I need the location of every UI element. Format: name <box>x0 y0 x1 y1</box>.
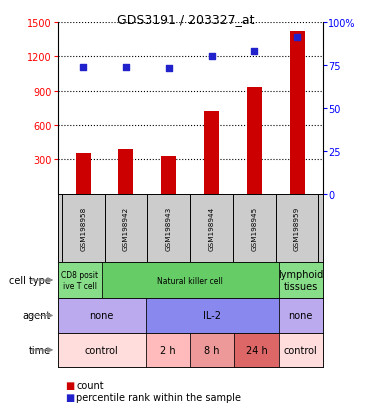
Bar <box>279 299 323 333</box>
Bar <box>58 299 146 333</box>
Text: count: count <box>76 380 104 390</box>
Text: GSM198958: GSM198958 <box>80 206 86 250</box>
Bar <box>234 333 279 367</box>
Text: GSM198945: GSM198945 <box>251 206 257 250</box>
Bar <box>146 333 190 367</box>
Bar <box>190 333 234 367</box>
Bar <box>146 299 279 333</box>
Text: lymphoid
tissues: lymphoid tissues <box>278 270 323 291</box>
Text: IL-2: IL-2 <box>203 311 221 321</box>
Text: GDS3191 / 203327_at: GDS3191 / 203327_at <box>117 13 254 26</box>
Bar <box>161 157 176 195</box>
Bar <box>76 153 91 195</box>
Text: percentile rank within the sample: percentile rank within the sample <box>76 392 241 402</box>
Bar <box>204 112 219 195</box>
Point <box>80 64 86 71</box>
Bar <box>247 88 262 195</box>
Text: GSM198959: GSM198959 <box>294 206 300 250</box>
Point <box>209 54 214 60</box>
Text: control: control <box>85 345 119 355</box>
Bar <box>58 262 102 299</box>
Text: 24 h: 24 h <box>246 345 267 355</box>
Bar <box>279 262 323 299</box>
Text: control: control <box>284 345 318 355</box>
Text: 8 h: 8 h <box>204 345 220 355</box>
Text: Natural killer cell: Natural killer cell <box>157 276 223 285</box>
Text: ■: ■ <box>65 380 74 390</box>
Text: none: none <box>289 311 313 321</box>
Point <box>166 66 172 72</box>
Text: CD8 posit
ive T cell: CD8 posit ive T cell <box>61 271 98 290</box>
Text: GSM198942: GSM198942 <box>123 206 129 250</box>
Bar <box>102 262 279 299</box>
Text: cell type: cell type <box>9 275 51 285</box>
Point <box>251 49 257 55</box>
Bar <box>290 32 305 195</box>
Text: ■: ■ <box>65 392 74 402</box>
Text: time: time <box>29 345 51 355</box>
Text: GSM198944: GSM198944 <box>209 206 214 250</box>
Text: agent: agent <box>23 311 51 321</box>
Bar <box>279 333 323 367</box>
Text: 2 h: 2 h <box>160 345 176 355</box>
Bar <box>118 150 134 195</box>
Point <box>294 35 300 41</box>
Point <box>123 64 129 71</box>
Text: GSM198943: GSM198943 <box>166 206 172 250</box>
Text: none: none <box>89 311 114 321</box>
Bar <box>58 333 146 367</box>
